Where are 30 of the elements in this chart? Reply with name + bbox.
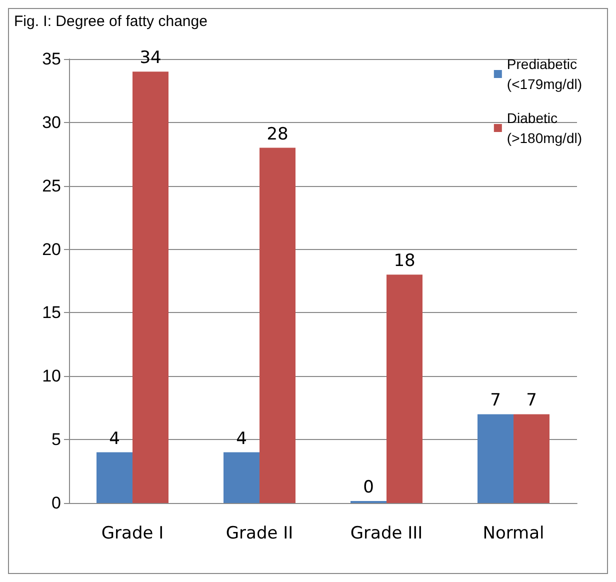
- data-label: 0: [363, 478, 374, 498]
- x-tick-label: Normal: [482, 524, 544, 544]
- bar: [132, 72, 168, 503]
- y-tick-label: 10: [42, 366, 61, 386]
- chart-title: Fig. I: Degree of fatty change: [14, 13, 208, 30]
- data-label: 28: [266, 124, 288, 144]
- bar: [514, 414, 550, 503]
- y-tick-label: 35: [42, 50, 61, 68]
- y-tick-label: 30: [42, 112, 61, 132]
- bar: [386, 274, 422, 503]
- bar: [224, 452, 260, 503]
- data-label: 7: [526, 390, 537, 411]
- bar: [478, 414, 514, 503]
- bar: [260, 148, 296, 503]
- data-label: 7: [490, 390, 501, 411]
- data-label: 4: [109, 428, 120, 449]
- y-tick-label: 25: [42, 176, 61, 196]
- data-label: 4: [236, 428, 247, 449]
- x-tick-label: Grade III: [350, 524, 423, 544]
- x-tick-label: Grade II: [226, 524, 294, 544]
- y-tick-label: 15: [42, 303, 61, 322]
- legend-label: Diabetic (>180mg/dl): [506, 110, 582, 146]
- x-tick-label: Grade I: [101, 524, 164, 544]
- bar: [96, 452, 132, 503]
- y-tick-label: 5: [52, 430, 61, 450]
- y-tick-label: 20: [42, 240, 61, 259]
- legend-label: Prediabetic (<179mg/dl): [506, 56, 582, 92]
- data-label: 34: [140, 48, 162, 68]
- y-tick-label: 0: [52, 494, 61, 512]
- data-label: 18: [394, 251, 416, 272]
